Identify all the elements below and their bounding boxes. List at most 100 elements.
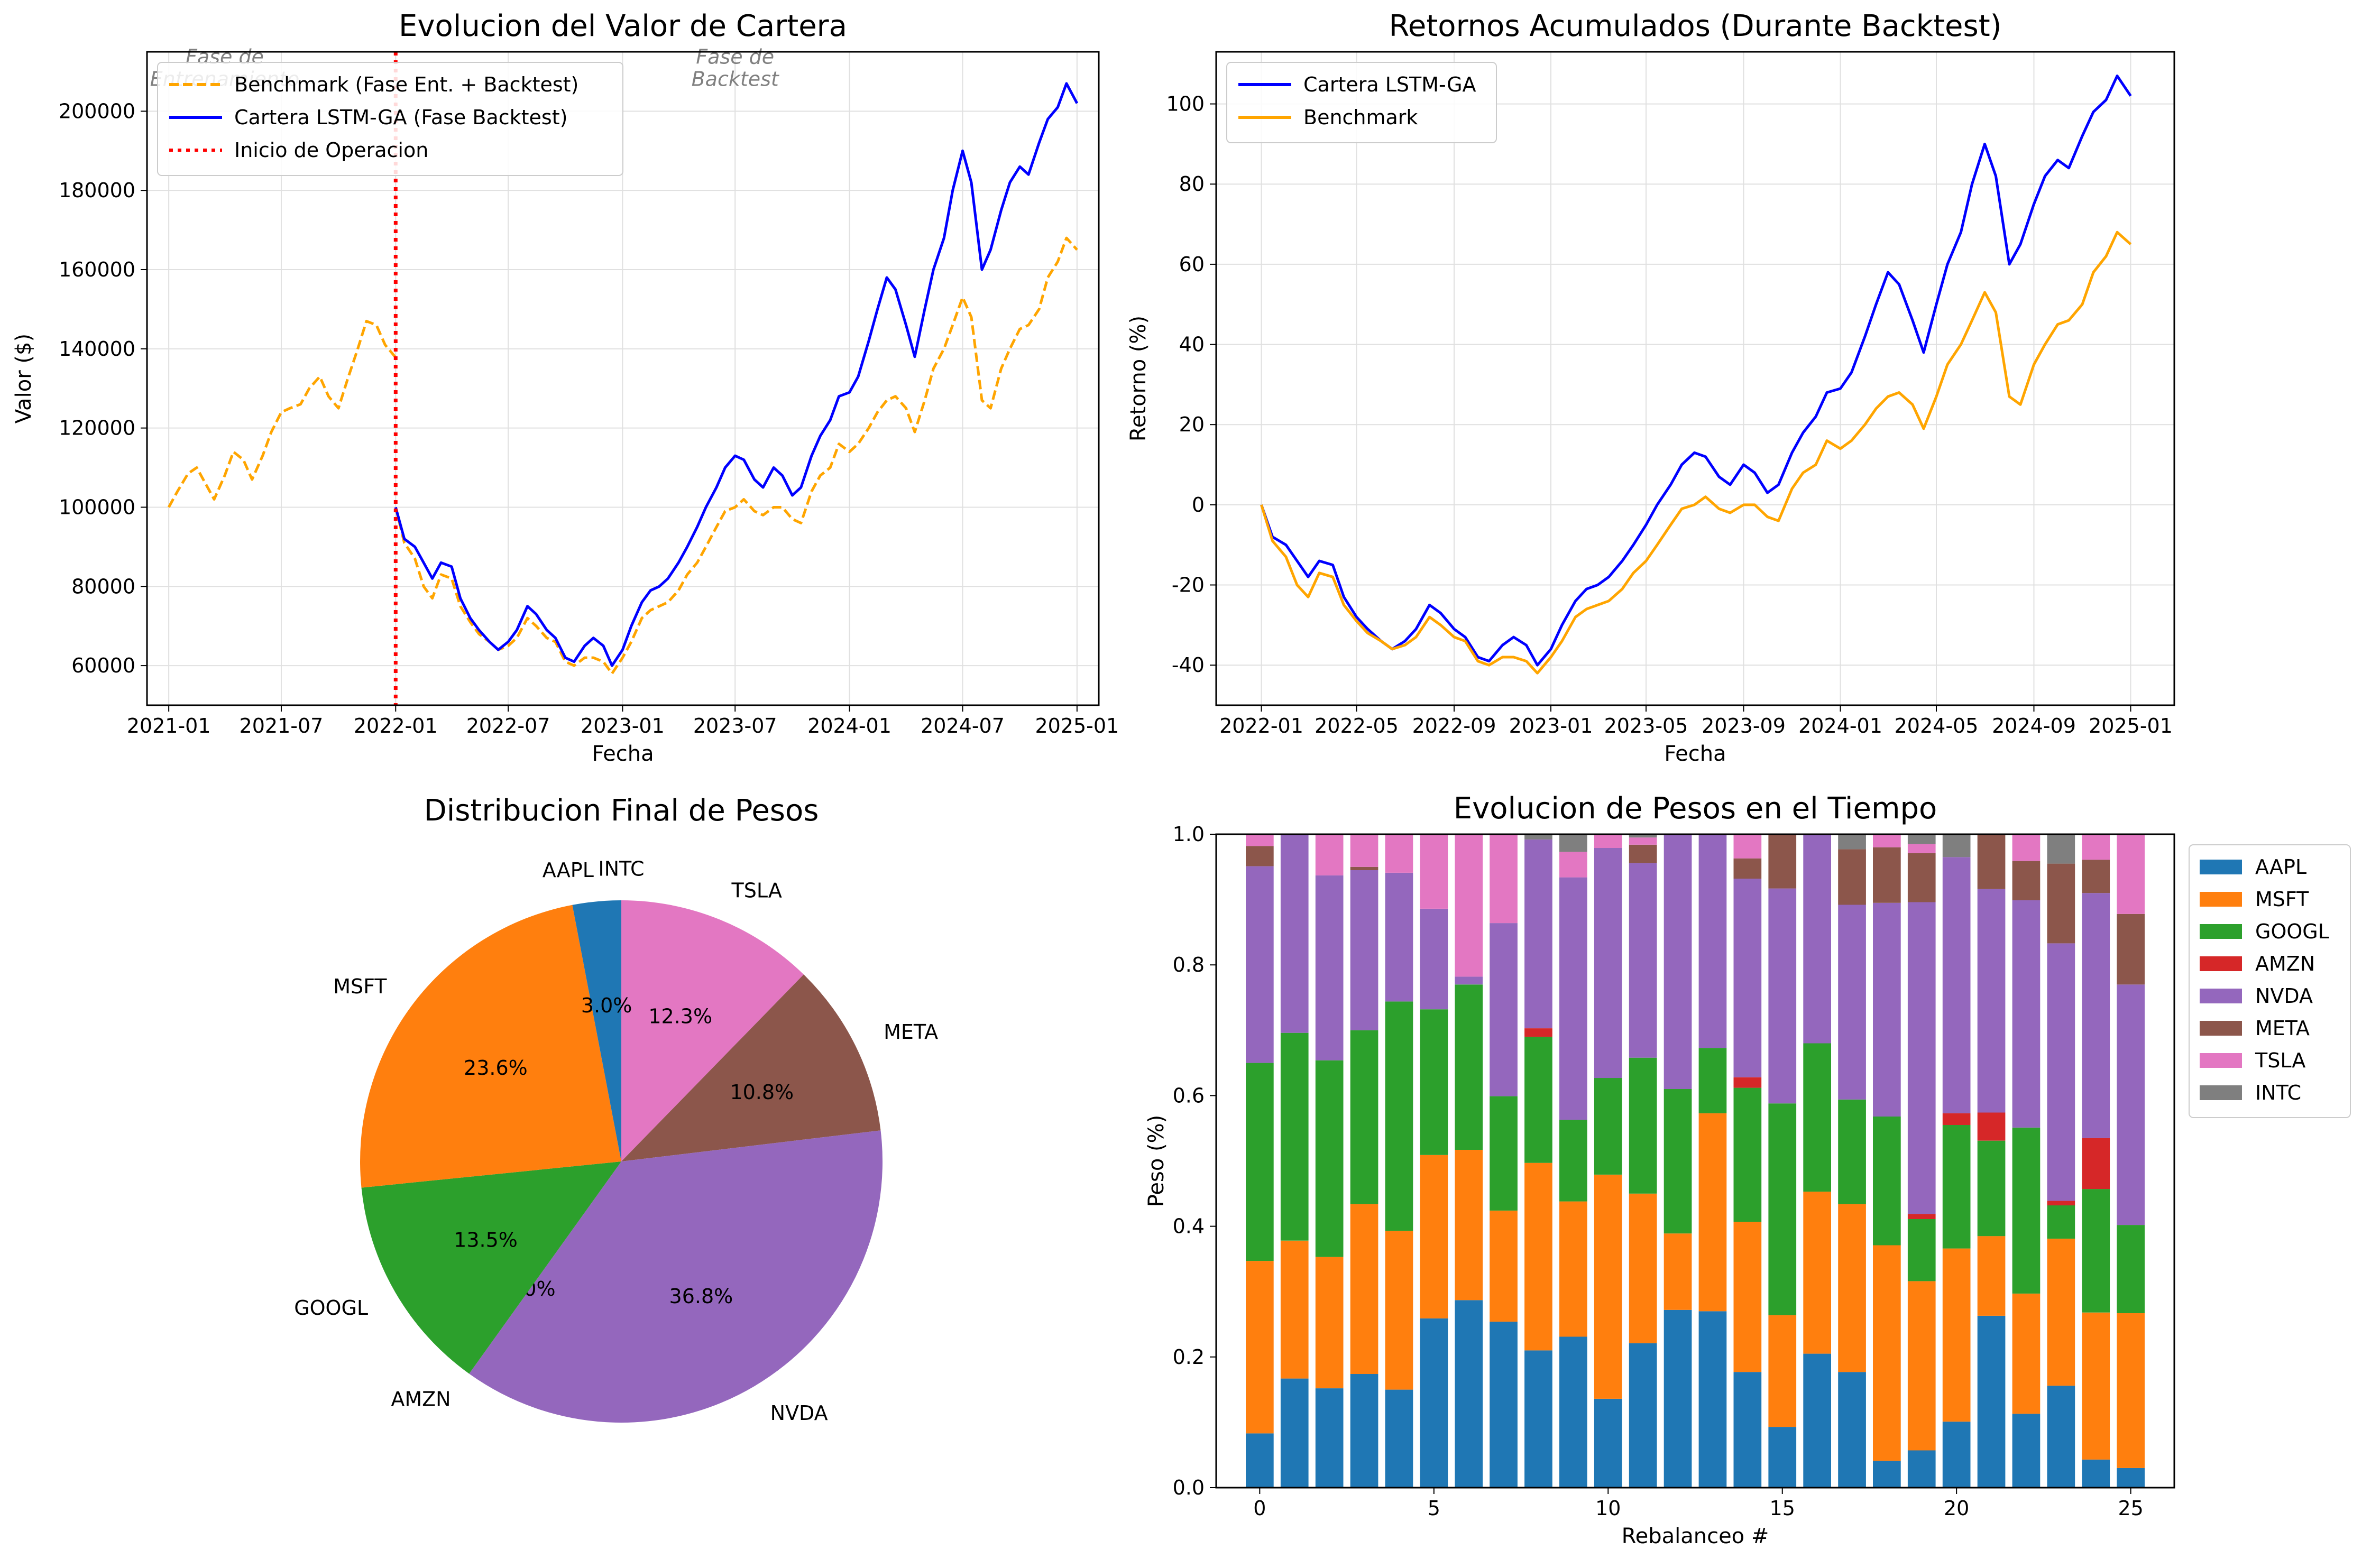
bar-segment [1733, 879, 1762, 1077]
bar-segment [1873, 847, 1901, 903]
bar-segment [1350, 1030, 1378, 1204]
y-axis-label: Retorno (%) [1126, 316, 1151, 441]
bar-segment [2082, 1312, 2110, 1460]
bar-segment [2012, 1293, 2041, 1414]
x-tick-label: 2024-07 [921, 714, 1005, 737]
bar-segment [1942, 1422, 1971, 1488]
bar-segment [1907, 1281, 1936, 1451]
x-axis-label: Fecha [592, 742, 654, 766]
bar-segment [1385, 834, 1413, 873]
bar-segment [1768, 888, 1797, 1104]
x-tick-label: 2021-01 [127, 714, 211, 737]
y-tick-label: 0.6 [1173, 1084, 1205, 1107]
bar-segment [1942, 857, 1971, 1113]
bar-segment [1315, 875, 1344, 1060]
bar-segment [2082, 834, 2110, 860]
pie-slice [360, 905, 621, 1188]
bar-segment [1907, 1450, 1936, 1488]
bar-segment [1768, 834, 1797, 889]
bar-segment [1280, 1240, 1309, 1379]
bar-segment [1246, 1261, 1274, 1434]
x-axis-label: Fecha [1664, 742, 1726, 766]
value-chart: 2021-01 2021-07 2022-01 2022-07 2023-01 2023-… [12, 9, 1119, 766]
bar-segment [1455, 1300, 1483, 1488]
y-tick-label: 0.0 [1173, 1476, 1205, 1499]
bar-segment [1629, 844, 1657, 863]
x-tick-label: 2023-05 [1604, 714, 1688, 737]
bar-segment [1594, 1078, 1622, 1175]
bar-segment [1907, 853, 1936, 902]
bar-segment [1663, 1089, 1692, 1234]
x-tick-label: 2023-07 [693, 714, 777, 737]
bar-segment [2012, 861, 2041, 900]
y-tick-label: 0 [1192, 493, 1205, 516]
bar-segment [1942, 1248, 1971, 1422]
bar-segment [1246, 866, 1274, 1063]
y-tick-label: 0.2 [1173, 1345, 1205, 1369]
bar-segment [1420, 1009, 1448, 1155]
legend-label: GOOGL [2255, 920, 2329, 943]
bar-segment [2047, 1205, 2075, 1239]
legend-swatch [2200, 860, 2242, 874]
x-tick-label: 2025-01 [1035, 714, 1119, 737]
bar-segment [2047, 1201, 2075, 1206]
bar-segment [1803, 1192, 1831, 1354]
bar-segment [2047, 1239, 2075, 1386]
bar-segment [1559, 1201, 1587, 1337]
x-tick-label: 2023-01 [1509, 714, 1593, 737]
pie-pct-label: 13.5% [454, 1229, 518, 1252]
y-tick-label: -40 [1172, 653, 1205, 677]
bar-segment [1629, 1057, 1657, 1194]
bar-segment [1246, 834, 1274, 846]
weights-stacked-bar-chart: 0.0 0.2 0.4 0.6 0.8 1.0 0 5 10 15 20 25 Evolucion de… [1144, 791, 2351, 1548]
legend-label: Inicio de Operacion [234, 139, 428, 162]
bar-segment [2082, 1138, 2110, 1189]
bar-segment [1559, 1336, 1587, 1488]
bar-segment [1663, 834, 1692, 1089]
returns-chart: 2022-01 2022-05 2022-09 2023-01 2023-05 2023-… [1126, 9, 2175, 766]
x-tick-label: 0 [1253, 1497, 1266, 1520]
x-tick-label: 5 [1428, 1497, 1440, 1520]
bar-segment [1559, 1120, 1587, 1202]
plot-frame [1215, 51, 2175, 706]
bar-segment [1698, 1048, 1727, 1113]
bar-segment [1768, 1427, 1797, 1488]
y-tick-label: 100 [1166, 93, 1205, 116]
legend-label: INTC [2255, 1081, 2301, 1104]
x-tick-label: 2023-09 [1702, 714, 1786, 737]
bar-segment [1733, 1372, 1762, 1488]
x-tick-label: 2023-01 [581, 714, 665, 737]
legend-box [1226, 62, 1497, 143]
chart-title: Evolucion de Pesos en el Tiempo [1454, 791, 1937, 826]
y-tick-label: 40 [1179, 333, 1205, 356]
legend-swatch [2200, 924, 2242, 939]
legend-label: Cartera LSTM-GA (Fase Backtest) [234, 106, 567, 129]
y-tick-label: 20 [1179, 413, 1205, 436]
series-line [394, 82, 1079, 667]
pie-label: AAPL [543, 859, 594, 882]
legend-label: Benchmark [1303, 106, 1418, 129]
legend-label: META [2255, 1017, 2310, 1040]
bar-segment [1942, 834, 1971, 857]
series-line [1260, 75, 2132, 667]
bar-segment [1838, 849, 1866, 905]
bar-segment [1315, 1257, 1344, 1389]
bar-segment [1838, 1204, 1866, 1372]
bar-segment [1873, 834, 1901, 847]
bar-segment [1803, 834, 1831, 1044]
bar-segment [2117, 1313, 2145, 1468]
bar-segment [1490, 1096, 1518, 1211]
x-tick-label: 2022-01 [1219, 714, 1303, 737]
legend-swatch [2200, 1085, 2242, 1100]
bar-segment [1663, 1233, 1692, 1310]
bar-segment [1280, 1378, 1309, 1488]
bar-segment [2012, 900, 2041, 1128]
bar-segment [1838, 905, 1866, 1100]
x-tick-label: 2022-01 [354, 714, 438, 737]
bar-segment [1594, 834, 1622, 848]
pie-slice [361, 1161, 621, 1374]
pie-label: GOOGL [294, 1296, 368, 1320]
plot-frame [1215, 833, 2175, 1489]
legend-box [2189, 844, 2351, 1118]
bar-segment [1350, 866, 1378, 870]
